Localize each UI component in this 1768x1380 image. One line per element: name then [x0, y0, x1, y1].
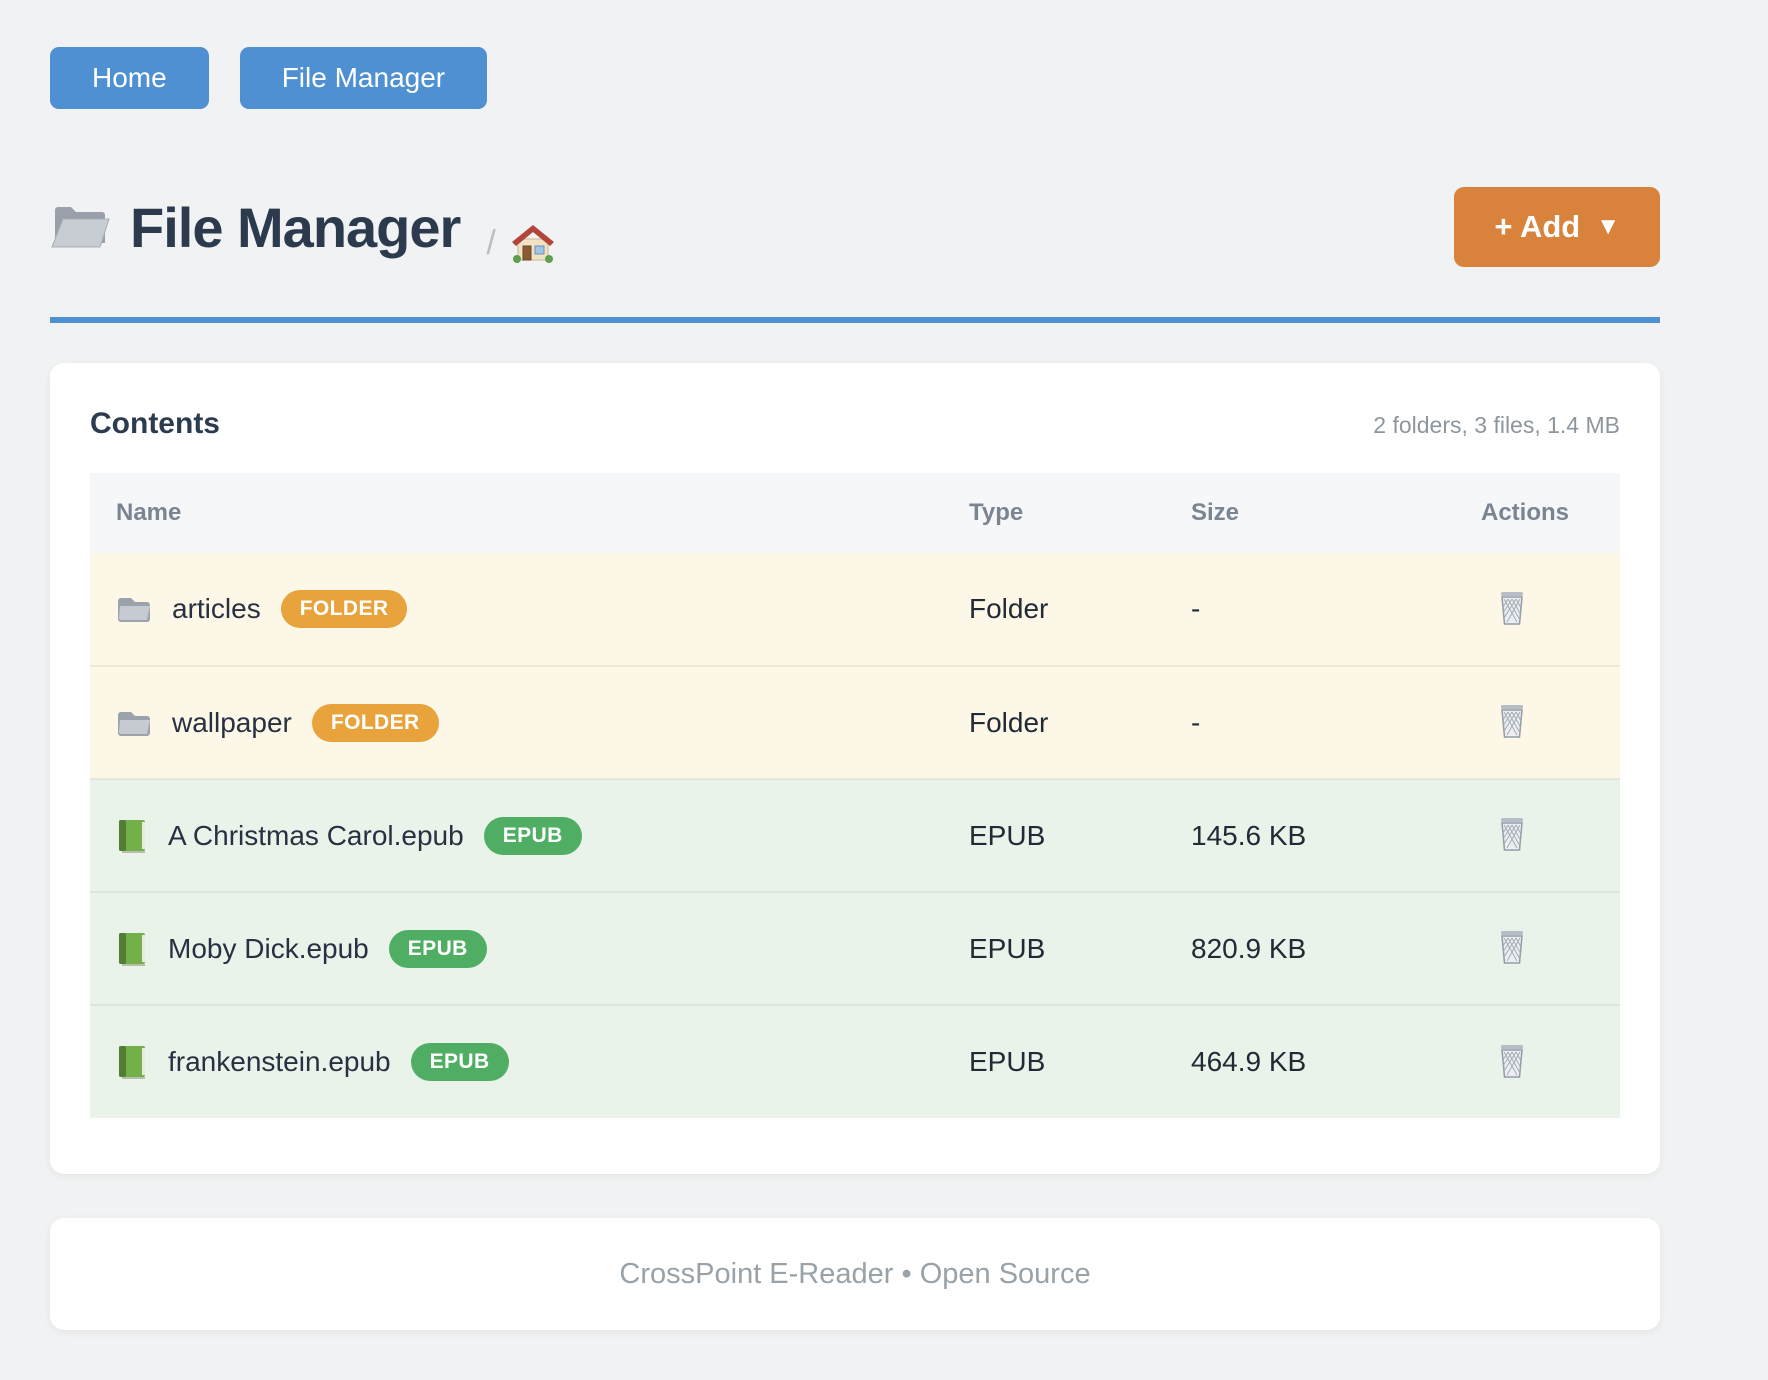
page-header: File Manager / + Add ▼ — [50, 187, 1660, 323]
column-header-name: Name — [90, 473, 943, 553]
book-icon — [116, 931, 148, 967]
type-cell: Folder — [943, 553, 1165, 666]
delete-button[interactable] — [1493, 925, 1531, 969]
contents-heading: Contents — [90, 407, 220, 441]
type-cell: EPUB — [943, 892, 1165, 1005]
page-title: File Manager — [130, 195, 460, 260]
delete-button[interactable] — [1493, 812, 1531, 856]
folder-icon — [116, 708, 152, 738]
table-row: articles FOLDER Folder - — [90, 553, 1620, 666]
title-group: File Manager / — [50, 195, 556, 260]
type-badge: FOLDER — [312, 704, 439, 742]
contents-card: Contents 2 folders, 3 files, 1.4 MB Name… — [50, 363, 1660, 1174]
book-icon — [116, 818, 148, 854]
page-container: Home File Manager File Manager / — [50, 0, 1660, 1330]
trash-icon — [1497, 816, 1527, 852]
size-cell: 145.6 KB — [1165, 779, 1455, 892]
column-header-type: Type — [943, 473, 1165, 553]
table-row: A Christmas Carol.epub EPUB EPUB 145.6 K… — [90, 779, 1620, 892]
add-button[interactable]: + Add ▼ — [1454, 187, 1660, 267]
contents-summary: 2 folders, 3 files, 1.4 MB — [1373, 412, 1620, 439]
add-button-label: + Add — [1494, 209, 1580, 245]
table-row: wallpaper FOLDER Folder - — [90, 666, 1620, 779]
type-badge: EPUB — [484, 817, 582, 855]
breadcrumb-separator: / — [486, 224, 495, 263]
footer-text: CrossPoint E-Reader • Open Source — [619, 1258, 1090, 1291]
size-cell: 820.9 KB — [1165, 892, 1455, 1005]
folder-icon — [116, 594, 152, 624]
file-manager-button[interactable]: File Manager — [240, 47, 487, 109]
file-name-link[interactable]: A Christmas Carol.epub — [168, 820, 464, 852]
column-header-size: Size — [1165, 473, 1455, 553]
file-name-link[interactable]: Moby Dick.epub — [168, 933, 369, 965]
size-cell: 464.9 KB — [1165, 1005, 1455, 1118]
file-name-link[interactable]: wallpaper — [172, 707, 292, 739]
contents-card-header: Contents 2 folders, 3 files, 1.4 MB — [90, 407, 1620, 441]
delete-button[interactable] — [1493, 586, 1531, 630]
top-nav: Home File Manager — [50, 0, 1660, 109]
type-cell: EPUB — [943, 1005, 1165, 1118]
trash-icon — [1497, 1043, 1527, 1079]
house-icon[interactable] — [510, 222, 556, 264]
trash-icon — [1497, 929, 1527, 965]
type-badge: FOLDER — [281, 590, 408, 628]
size-cell: - — [1165, 666, 1455, 779]
delete-button[interactable] — [1493, 699, 1531, 743]
column-header-actions: Actions — [1455, 473, 1620, 553]
type-badge: EPUB — [411, 1043, 509, 1081]
open-folder-icon — [50, 201, 112, 253]
type-badge: EPUB — [389, 930, 487, 968]
type-cell: Folder — [943, 666, 1165, 779]
table-row: Moby Dick.epub EPUB EPUB 820.9 KB — [90, 892, 1620, 1005]
delete-button[interactable] — [1493, 1039, 1531, 1083]
file-table: Name Type Size Actions — [90, 473, 1620, 1118]
table-row: frankenstein.epub EPUB EPUB 464.9 KB — [90, 1005, 1620, 1118]
table-header-row: Name Type Size Actions — [90, 473, 1620, 553]
size-cell: - — [1165, 553, 1455, 666]
footer-card: CrossPoint E-Reader • Open Source — [50, 1218, 1660, 1330]
breadcrumb: / — [486, 222, 555, 264]
book-icon — [116, 1044, 148, 1080]
trash-icon — [1497, 590, 1527, 626]
home-button[interactable]: Home — [50, 47, 209, 109]
chevron-down-icon: ▼ — [1596, 213, 1620, 241]
type-cell: EPUB — [943, 779, 1165, 892]
file-name-link[interactable]: articles — [172, 593, 261, 625]
file-name-link[interactable]: frankenstein.epub — [168, 1046, 391, 1078]
trash-icon — [1497, 703, 1527, 739]
